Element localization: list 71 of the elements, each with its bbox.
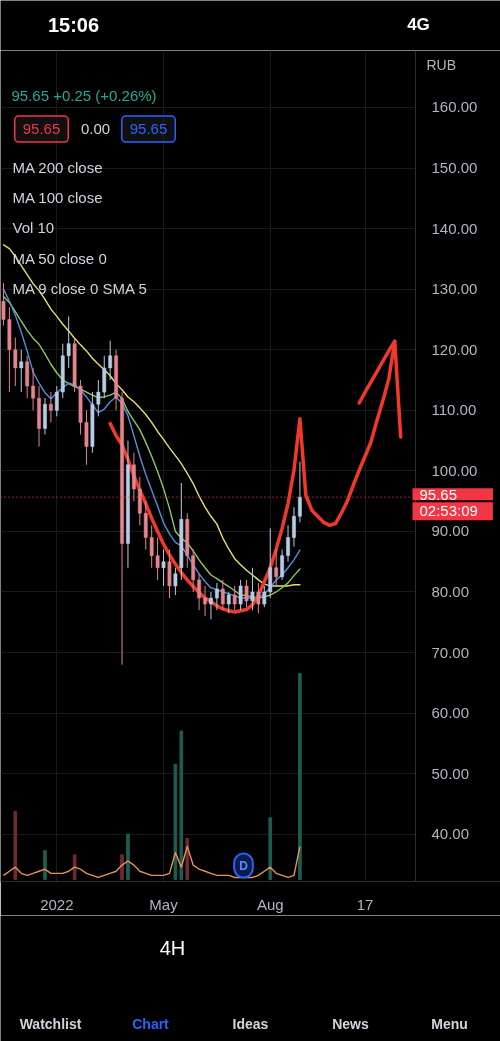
- x-tick-label: 17: [356, 895, 374, 913]
- candlestick: [292, 506, 296, 548]
- y-tick-label: 140.00: [431, 219, 478, 237]
- text: RUB: [426, 57, 457, 74]
- x-tick-label: Aug: [256, 895, 284, 913]
- text: 4H: [159, 936, 186, 959]
- candlestick: [49, 391, 53, 423]
- candlestick: [31, 367, 35, 411]
- candlestick: [173, 567, 178, 596]
- annotation: Vol 10: [12, 219, 55, 237]
- x-tick-label: May: [149, 895, 179, 913]
- annotation: 95.65 +0.25 (+0.26%): [11, 86, 157, 104]
- y-tick-label: 70.00: [431, 643, 470, 661]
- candlestick: [220, 579, 225, 611]
- candlestick: [108, 340, 113, 381]
- text: News: [332, 1015, 369, 1032]
- y-tick-label: 160.00: [431, 98, 478, 116]
- bar: [179, 730, 184, 881]
- y-tick-label: 60.00: [431, 704, 470, 722]
- ref-line-label: 95.65: [419, 486, 458, 504]
- text: Ideas: [232, 1015, 269, 1032]
- y-tick-label: 40.00: [431, 825, 470, 843]
- bar: [298, 673, 302, 881]
- candlestick: [274, 549, 279, 587]
- y-tick-label: 50.00: [431, 764, 470, 782]
- candlestick: [232, 585, 237, 611]
- y-tick-label: 100.00: [431, 461, 478, 479]
- annotation: 95.65: [129, 120, 168, 138]
- y-tick-label: 90.00: [431, 522, 470, 540]
- y-tick-label: 120.00: [431, 340, 478, 358]
- bar: [120, 854, 124, 881]
- candlestick: [215, 582, 219, 611]
- bar: [268, 817, 273, 881]
- x-tick-label: 2022: [40, 895, 74, 913]
- text: 02:53:09: [419, 502, 478, 520]
- text: Chart: [132, 1015, 170, 1032]
- text: 15:06: [47, 13, 100, 36]
- y-tick-label: 130.00: [431, 280, 478, 298]
- candlestick: [197, 573, 201, 611]
- annotation: MA 9 close 0 SMA 5: [12, 279, 147, 297]
- candlestick: [226, 591, 231, 614]
- candlestick: [203, 585, 207, 617]
- annotation: D: [239, 858, 249, 873]
- candlestick: [209, 591, 213, 620]
- bar: [43, 850, 47, 881]
- text: Watchlist: [19, 1015, 82, 1032]
- annotation: MA 200 close: [12, 159, 103, 177]
- y-tick-label: 110.00: [431, 401, 477, 419]
- text: 4G: [407, 15, 430, 34]
- y-tick-label: 150.00: [431, 159, 478, 176]
- y-tick-label: 80.00: [431, 582, 470, 600]
- candlestick: [256, 582, 261, 614]
- candlestick: [280, 549, 284, 581]
- candlestick: [161, 549, 166, 587]
- candlestick: [238, 579, 243, 611]
- candlestick: [244, 579, 249, 608]
- candlestick: [54, 385, 59, 417]
- bar: [13, 811, 18, 881]
- annotation: MA 100 close: [12, 189, 103, 207]
- candlestick: [298, 461, 302, 523]
- candlestick: [286, 524, 290, 563]
- bar: [126, 833, 130, 881]
- bar: [72, 854, 77, 881]
- line-series: [2, 244, 301, 587]
- annotation: 0.00: [80, 120, 111, 138]
- text: Menu: [431, 1015, 468, 1032]
- candlestick: [250, 567, 255, 611]
- bar: [173, 763, 178, 881]
- annotation: 95.65: [22, 120, 61, 138]
- line-series: [108, 339, 403, 614]
- candlestick: [19, 349, 24, 393]
